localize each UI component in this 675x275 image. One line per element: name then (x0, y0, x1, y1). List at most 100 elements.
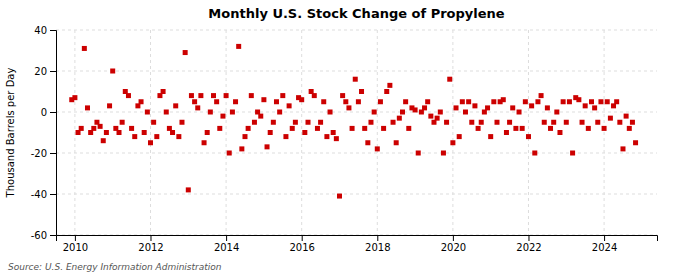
point (372, 110, 377, 115)
point (277, 110, 282, 115)
point (265, 144, 270, 149)
x-grid-line (604, 30, 605, 235)
y-tick-label: -20 (31, 148, 47, 159)
x-grid-line (301, 30, 302, 235)
x-tick: 2018 (365, 235, 390, 253)
x-tick-label: 2024 (592, 242, 617, 253)
point (283, 134, 288, 139)
point (633, 140, 638, 145)
point (211, 93, 216, 98)
x-grid-line (528, 30, 529, 235)
x-tick-mark (150, 235, 151, 241)
point (252, 120, 257, 125)
point (595, 120, 600, 125)
y-grid-line (56, 71, 657, 72)
point (198, 93, 203, 98)
point (101, 138, 106, 143)
point (129, 126, 134, 131)
point (145, 110, 150, 115)
point (126, 93, 131, 98)
point (384, 89, 389, 94)
point (318, 120, 323, 125)
point (321, 99, 326, 104)
x-tick-mark (453, 235, 454, 241)
point (513, 126, 518, 131)
point (491, 99, 496, 104)
point (510, 105, 515, 110)
point (627, 126, 632, 131)
point (504, 130, 509, 135)
x-tick-mark (226, 235, 227, 241)
point (472, 103, 477, 108)
y-axis-label: Thousand Barrels per Day (5, 68, 16, 199)
point (233, 99, 238, 104)
y-tick: -40 (31, 189, 56, 200)
point (154, 134, 159, 139)
point (463, 110, 468, 115)
point (460, 99, 465, 104)
x-tick-mark (302, 235, 303, 241)
annotation: Source: U.S. Energy Information Administ… (8, 262, 222, 272)
point (425, 99, 430, 104)
point (488, 134, 493, 139)
y-tick: 0 (41, 107, 56, 118)
point (548, 126, 553, 131)
point (589, 99, 594, 104)
x-tick-label: 2018 (365, 242, 390, 253)
plot-area: 20102012201420162018202020222024-60-40-2… (31, 25, 658, 253)
point (230, 110, 235, 115)
point (85, 105, 90, 110)
grid (56, 30, 657, 235)
point (340, 93, 345, 98)
point (328, 110, 333, 115)
point (378, 99, 383, 104)
point (331, 130, 336, 135)
point (422, 105, 427, 110)
point (183, 50, 188, 55)
y-tick-label: 0 (41, 107, 47, 118)
point (236, 44, 241, 49)
point (539, 93, 544, 98)
x-tick: 2022 (516, 235, 541, 253)
point (576, 97, 581, 102)
point (403, 99, 408, 104)
point (624, 114, 629, 119)
point (507, 120, 512, 125)
point (387, 83, 392, 88)
x-tick-label: 2020 (441, 242, 466, 253)
x-grid-line (452, 30, 453, 235)
point (132, 134, 137, 139)
point (208, 110, 213, 115)
point (334, 136, 339, 141)
point (444, 120, 449, 125)
x-tick-mark (604, 235, 605, 241)
point (110, 69, 115, 74)
y-tick-mark (50, 30, 56, 31)
point (346, 105, 351, 110)
y-tick-mark (50, 194, 56, 195)
point (337, 194, 342, 199)
point (529, 103, 534, 108)
point (353, 77, 358, 82)
point (394, 140, 399, 145)
point (450, 140, 455, 145)
y-tick-mark (50, 112, 56, 113)
x-grid (75, 30, 604, 235)
x-tick-mark (377, 235, 378, 241)
x-tick-label: 2022 (516, 242, 541, 253)
point (586, 126, 591, 131)
point (620, 146, 625, 151)
point (435, 116, 440, 121)
y-tick: -60 (31, 230, 56, 241)
point (400, 110, 405, 115)
point (79, 126, 84, 131)
points (69, 44, 638, 199)
point (170, 130, 175, 135)
point (186, 187, 191, 192)
point (239, 146, 244, 151)
point (551, 120, 556, 125)
point (306, 120, 311, 125)
x-tick-label: 2010 (63, 242, 88, 253)
point (139, 99, 144, 104)
point (564, 120, 569, 125)
